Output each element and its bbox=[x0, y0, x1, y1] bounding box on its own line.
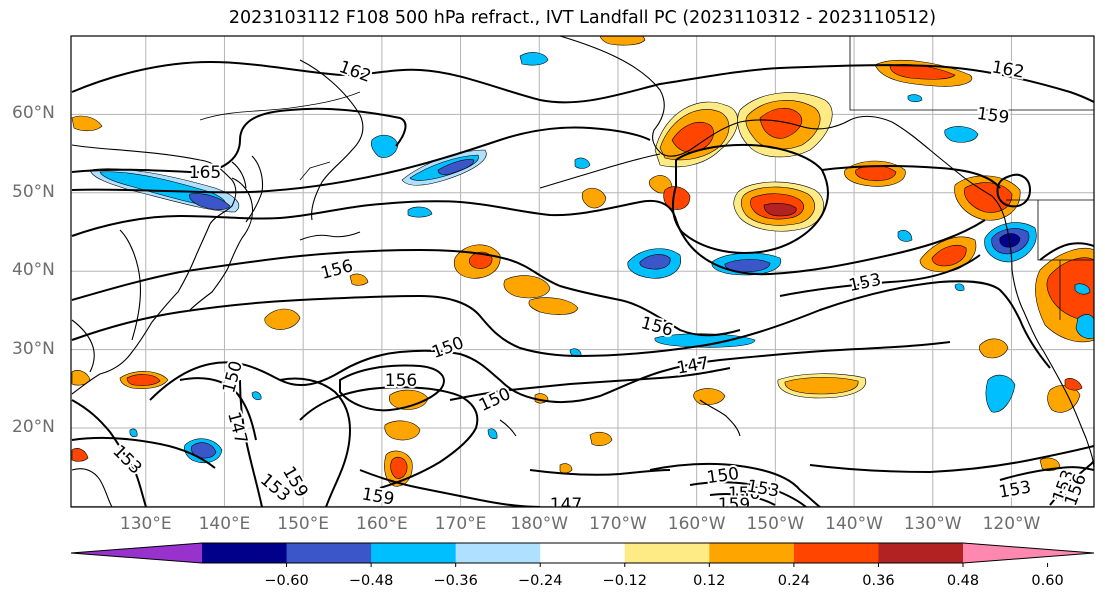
longitude-label: 160°W bbox=[667, 514, 726, 534]
negative-anomaly-shading bbox=[89, 52, 1094, 463]
longitude-label: 170°E bbox=[434, 514, 487, 534]
colorbar-segment bbox=[709, 543, 795, 563]
coastline-philippines bbox=[71, 319, 95, 373]
coastline-alaska bbox=[559, 36, 1007, 225]
contour-label: 147 bbox=[550, 495, 582, 515]
colorbar-outline bbox=[70, 542, 1095, 564]
latitude-label: 60°N bbox=[12, 103, 55, 124]
coastline-japan bbox=[189, 177, 254, 311]
colorbar-segment bbox=[455, 543, 541, 563]
contour-153-east bbox=[779, 254, 981, 297]
positive-anomaly-shading bbox=[71, 36, 1094, 487]
coastlines bbox=[71, 36, 1094, 507]
colorbar-segment bbox=[371, 543, 457, 563]
longitude-label: 150°E bbox=[277, 514, 329, 534]
contour-153-mid bbox=[71, 280, 1051, 369]
colorbar-tick-label: −0.60 bbox=[264, 573, 309, 589]
contour-162-north bbox=[71, 60, 1094, 104]
boundary-alaska-canada bbox=[849, 36, 1094, 111]
contour-150 bbox=[149, 341, 951, 404]
colorbar-extend-low bbox=[71, 543, 202, 563]
contour-label: 165 bbox=[189, 163, 221, 183]
longitude-label: 150°W bbox=[746, 514, 805, 534]
map-title: 2023103112 F108 500 hPa refract., IVT La… bbox=[228, 8, 937, 28]
contour-156-coast bbox=[1039, 242, 1094, 261]
longitude-label: 120°W bbox=[982, 514, 1041, 534]
contour-156-north bbox=[71, 200, 986, 276]
coastline-aleutians bbox=[539, 153, 661, 189]
contour-label: 156 bbox=[728, 484, 760, 504]
contour-label: 159 bbox=[360, 484, 395, 509]
contour-label: 159 bbox=[718, 495, 750, 515]
colorbar-segment bbox=[793, 543, 879, 563]
political-boundaries bbox=[199, 36, 1094, 320]
colorbar-segment bbox=[286, 543, 372, 563]
colorbar-extend-high bbox=[963, 543, 1094, 563]
longitude-label: 180°W bbox=[510, 514, 569, 534]
colorbar-tick-label: −0.24 bbox=[518, 573, 563, 589]
colorbar-tick-label: −0.12 bbox=[602, 573, 647, 589]
colorbar-tick-label: 0.60 bbox=[1031, 573, 1064, 589]
contour-165 bbox=[71, 107, 407, 174]
latitude-label: 50°N bbox=[12, 181, 55, 202]
coastline-hawaii bbox=[699, 399, 741, 437]
coastline-korea bbox=[119, 229, 142, 341]
longitude-label: 160°E bbox=[356, 514, 408, 534]
contour-156-mid bbox=[71, 248, 741, 337]
coastline-kamchatka bbox=[299, 59, 364, 221]
contour-159-south bbox=[279, 377, 352, 507]
longitude-label: 130°E bbox=[119, 514, 172, 534]
latitude-label: 30°N bbox=[12, 338, 55, 359]
colorbar-tick-label: 0.36 bbox=[862, 573, 895, 589]
colorbar-segment bbox=[202, 543, 288, 563]
colorbar-tick-label: 0.12 bbox=[693, 573, 726, 589]
colorbar-tick-label: −0.48 bbox=[348, 573, 394, 589]
contour-153-southeast bbox=[809, 445, 1094, 474]
longitude-label: 170°W bbox=[589, 514, 647, 534]
longitude-label: 140°E bbox=[198, 514, 251, 534]
colorbar-tick-label: 0.24 bbox=[777, 573, 811, 589]
colorbar-segment bbox=[540, 543, 626, 563]
contour-lines bbox=[71, 60, 1094, 507]
contour-153-south bbox=[71, 399, 147, 507]
latitude-label: 40°N bbox=[12, 260, 55, 281]
contour-159-north bbox=[71, 126, 651, 194]
contour-label: 156 bbox=[385, 371, 417, 391]
colorbar bbox=[70, 542, 1095, 567]
longitude-label: 130°W bbox=[903, 514, 962, 534]
contour-159-east bbox=[821, 164, 1001, 189]
map-frame bbox=[70, 35, 1095, 508]
colorbar-tick-label: −0.36 bbox=[433, 573, 478, 589]
latitude-label: 20°N bbox=[12, 417, 55, 437]
coastline-asia bbox=[71, 144, 237, 395]
colorbar-segment bbox=[624, 543, 710, 563]
contour-150-south bbox=[649, 462, 821, 507]
longitude-label: 140°W bbox=[825, 514, 883, 534]
colorbar-tick-label: 0.48 bbox=[946, 573, 980, 589]
colorbar-segment bbox=[878, 543, 964, 563]
